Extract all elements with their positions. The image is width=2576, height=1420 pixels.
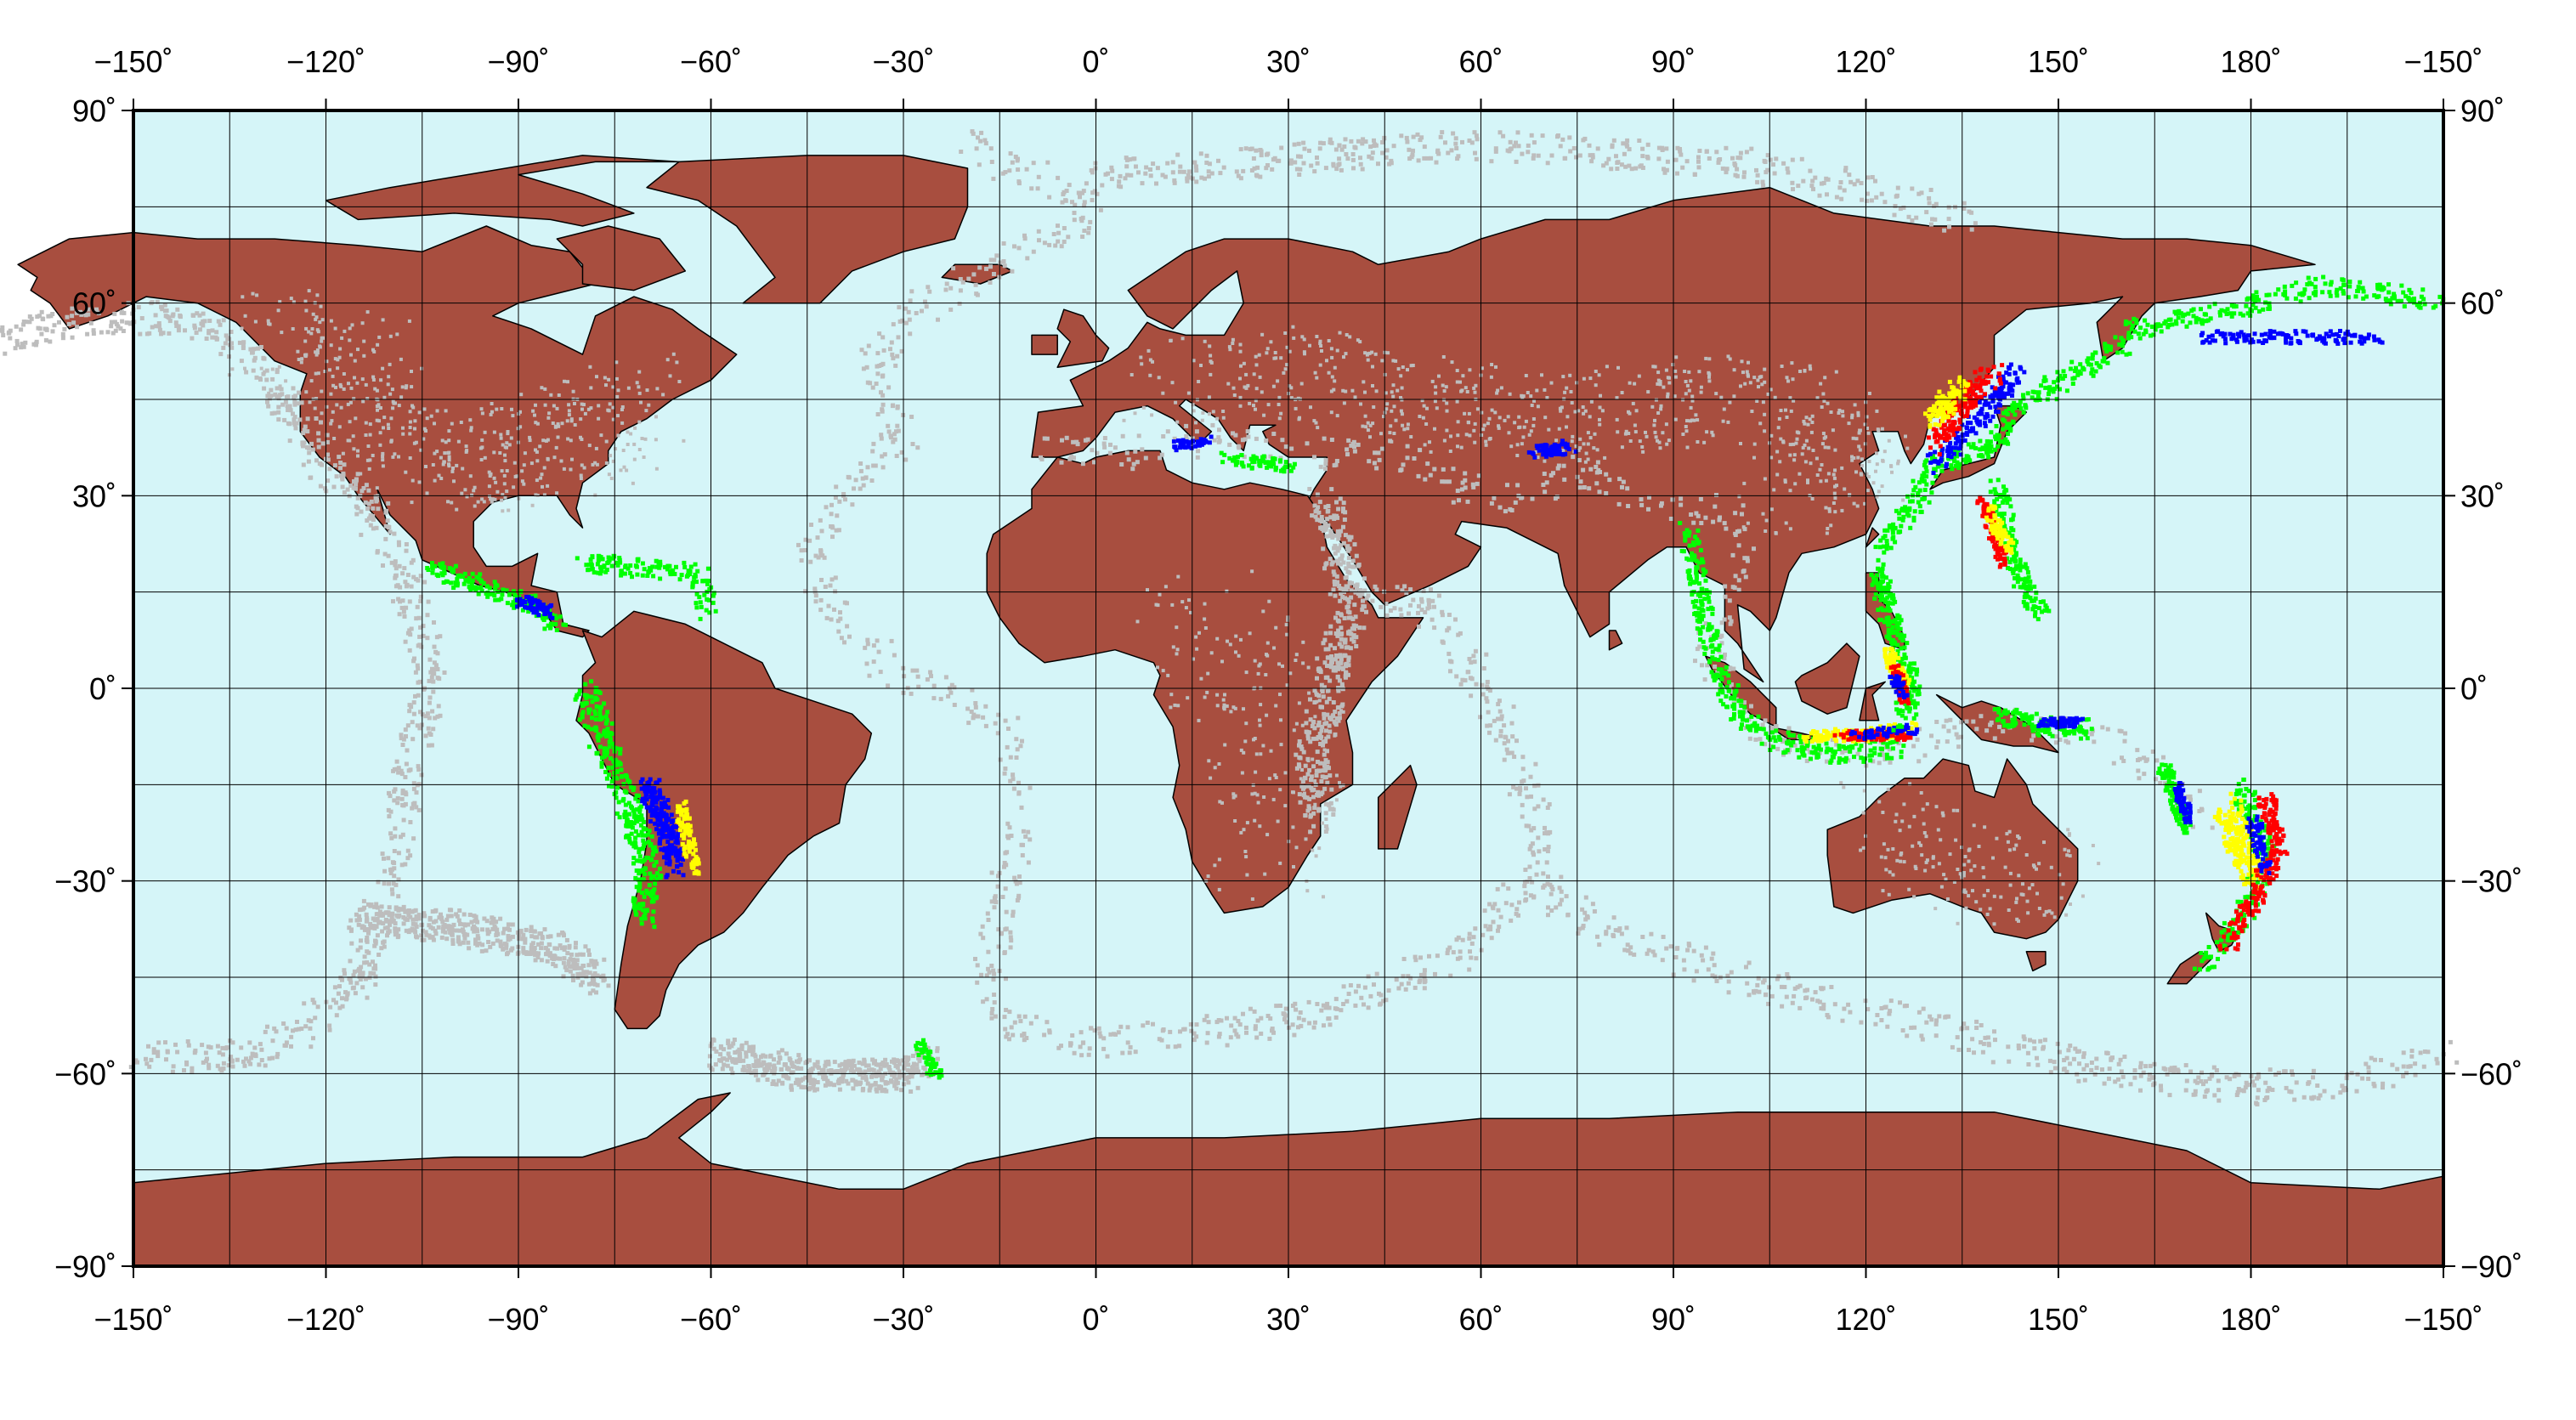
ireland-land xyxy=(1031,334,1058,355)
lat-tick-label-right: 60˚ xyxy=(2460,286,2505,321)
lon-tick-label-bottom: 90˚ xyxy=(1651,1302,1696,1337)
depth-band-1 xyxy=(573,679,664,930)
lon-tick-label-top: 150˚ xyxy=(2028,44,2089,79)
bottom-longitude-labels: −150˚ −120˚ −90˚ −60˚ −30˚ 0˚ 30˚ 60˚ 90˚ 120˚ 150… xyxy=(93,1302,2483,1337)
lon-tick-label-top: 0˚ xyxy=(1082,44,1109,79)
taiwan-land xyxy=(1865,527,1880,548)
lat-tick-label-left: −90˚ xyxy=(54,1249,116,1284)
lat-tick-label-left: −30˚ xyxy=(54,864,116,899)
lat-tick-label-right: −30˚ xyxy=(2460,864,2522,899)
map-frame xyxy=(132,109,2445,1268)
depth-band-18 xyxy=(1888,674,1910,699)
lon-tick-label-top: −30˚ xyxy=(872,44,934,79)
borneo-land xyxy=(1794,642,1860,715)
lat-tick-label-right: 0˚ xyxy=(2460,671,2488,706)
left-latitude-labels: 90˚ 60˚ 30˚ 0˚ −30˚ −60˚ −90˚ xyxy=(54,93,116,1284)
lon-tick-label-top: 30˚ xyxy=(1266,44,1311,79)
depth-band-25 xyxy=(1984,504,2016,555)
madagascar-land xyxy=(1377,764,1418,850)
sri-lanka-land xyxy=(1608,630,1623,651)
intraplate-australia xyxy=(1839,781,2101,926)
lat-tick-label-right: −90˚ xyxy=(2460,1249,2522,1284)
lon-tick-label-top: −90˚ xyxy=(487,44,549,79)
depth-band-8 xyxy=(1171,434,1214,453)
background-seismicity xyxy=(0,129,2460,1106)
arctic-islands-land xyxy=(325,155,680,227)
lon-tick-label-top: 120˚ xyxy=(1835,44,1896,79)
depth-band-35 xyxy=(2245,814,2273,875)
depth-band-9 xyxy=(1219,450,1297,474)
lat-tick-label-left: 30˚ xyxy=(72,478,116,513)
depth-band-20 xyxy=(1925,362,2027,475)
lon-tick-label-bottom: 0˚ xyxy=(1082,1302,1109,1337)
lat-tick-label-right: 90˚ xyxy=(2460,93,2505,128)
baffin-island-land xyxy=(556,225,687,291)
lon-tick-label-bottom: −150˚ xyxy=(2403,1302,2483,1337)
lat-tick-label-left: 60˚ xyxy=(72,286,116,321)
lon-tick-label-bottom: 60˚ xyxy=(1458,1302,1503,1337)
depth-band-27 xyxy=(2199,329,2385,346)
depth-band-3 xyxy=(675,799,701,876)
right-latitude-labels: 90˚ 60˚ 30˚ 0˚ −30˚ −60˚ −90˚ xyxy=(2460,93,2522,1284)
depth-band-29 xyxy=(2036,716,2085,730)
lat-tick-label-left: 0˚ xyxy=(89,671,116,706)
lat-tick-label-left: −60˚ xyxy=(54,1056,116,1091)
seismic-belt-1 xyxy=(796,129,1103,1025)
lon-tick-label-bottom: −150˚ xyxy=(93,1302,173,1337)
lon-tick-label-top: 180˚ xyxy=(2220,44,2281,79)
lon-tick-label-top: −60˚ xyxy=(680,44,742,79)
depth-band-7 xyxy=(914,1038,944,1080)
seismic-belt-5 xyxy=(347,898,611,996)
lon-tick-label-top: −150˚ xyxy=(2403,44,2483,79)
lon-tick-label-bottom: −90˚ xyxy=(487,1302,549,1337)
intraplate-asia xyxy=(1122,325,1910,535)
depth-band-31 xyxy=(2172,781,2193,825)
lon-tick-label-top: 60˚ xyxy=(1458,44,1503,79)
lon-tick-label-bottom: 150˚ xyxy=(2028,1302,2089,1337)
lon-tick-label-top: 90˚ xyxy=(1651,44,1696,79)
south-america-land xyxy=(575,610,873,1030)
lon-tick-label-top: −150˚ xyxy=(93,44,173,79)
depth-band-10 xyxy=(1526,438,1578,460)
lon-tick-label-bottom: −60˚ xyxy=(680,1302,742,1337)
lon-tick-label-bottom: −30˚ xyxy=(872,1302,934,1337)
depth-band-5 xyxy=(514,594,555,620)
seismic-belt-8 xyxy=(707,1037,940,1094)
depth-band-2 xyxy=(638,777,686,880)
depth-band-33 xyxy=(2212,791,2267,891)
lon-tick-label-bottom: 30˚ xyxy=(1266,1302,1311,1337)
top-longitude-labels: −150˚ −120˚ −90˚ −60˚ −30˚ 0˚ 30˚ 60˚ 90˚ 120˚ 150… xyxy=(93,44,2483,79)
lon-tick-label-top: −120˚ xyxy=(286,44,365,79)
seismic-belt-3 xyxy=(1541,874,2460,1106)
depth-band-21 xyxy=(1926,363,2005,457)
lat-tick-label-right: 30˚ xyxy=(2460,478,2505,513)
depth-band-26 xyxy=(2119,274,2446,341)
lat-tick-label-right: −60˚ xyxy=(2460,1056,2522,1091)
lon-tick-label-bottom: 120˚ xyxy=(1835,1302,1896,1337)
lon-tick-label-bottom: 180˚ xyxy=(2220,1302,2281,1337)
lat-tick-label-left: 90˚ xyxy=(72,93,116,128)
depth-band-6 xyxy=(575,553,718,621)
tasmania-land xyxy=(2025,951,2047,972)
depth-band-34 xyxy=(2217,792,2290,952)
seismic-belt-9 xyxy=(1089,130,1978,233)
depth-band-22 xyxy=(1923,375,1971,429)
lon-tick-label-bottom: −120˚ xyxy=(286,1302,365,1337)
depth-band-23 xyxy=(1988,478,2052,622)
